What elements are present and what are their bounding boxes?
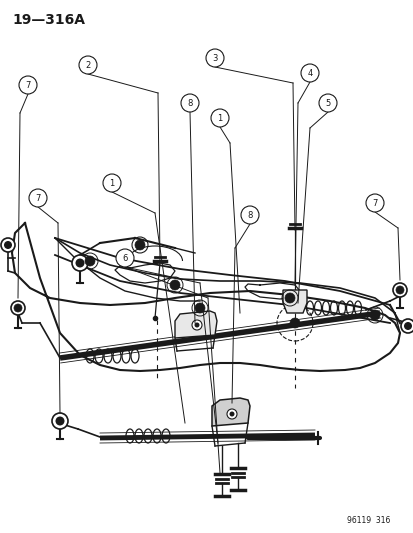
Text: 2: 2 (85, 61, 90, 69)
Text: 19—316A: 19—316A (12, 13, 85, 27)
Text: 4: 4 (306, 69, 312, 77)
Circle shape (103, 174, 121, 192)
Circle shape (240, 206, 259, 224)
Circle shape (4, 241, 12, 249)
Circle shape (55, 416, 64, 425)
Polygon shape (282, 290, 306, 313)
Circle shape (226, 409, 236, 419)
Circle shape (52, 413, 68, 429)
Circle shape (229, 411, 234, 416)
Polygon shape (211, 398, 249, 426)
Circle shape (403, 322, 411, 330)
Circle shape (318, 94, 336, 112)
Circle shape (289, 318, 299, 328)
Circle shape (194, 322, 199, 327)
Circle shape (29, 189, 47, 207)
Circle shape (284, 293, 294, 303)
Circle shape (11, 301, 25, 315)
Text: 8: 8 (187, 99, 192, 108)
Circle shape (211, 109, 228, 127)
Text: 8: 8 (247, 211, 252, 220)
Circle shape (206, 49, 223, 67)
Text: 7: 7 (35, 193, 40, 203)
Circle shape (365, 194, 383, 212)
Polygon shape (175, 311, 216, 338)
Circle shape (300, 64, 318, 82)
Circle shape (395, 286, 403, 294)
Circle shape (135, 240, 145, 250)
Circle shape (85, 256, 95, 266)
Circle shape (392, 283, 406, 297)
Circle shape (79, 56, 97, 74)
Circle shape (72, 255, 88, 271)
Circle shape (1, 238, 15, 252)
Circle shape (400, 319, 413, 333)
Text: 1: 1 (109, 179, 114, 188)
Circle shape (192, 320, 202, 330)
Text: 7: 7 (25, 80, 31, 90)
Text: 96119  316: 96119 316 (346, 516, 389, 525)
Circle shape (116, 249, 134, 267)
Circle shape (195, 303, 204, 313)
Text: 5: 5 (325, 99, 330, 108)
Circle shape (170, 280, 180, 290)
Circle shape (75, 259, 84, 268)
Circle shape (19, 76, 37, 94)
Text: 7: 7 (371, 198, 377, 207)
Text: 3: 3 (212, 53, 217, 62)
Text: 1: 1 (217, 114, 222, 123)
Circle shape (369, 310, 379, 320)
Circle shape (14, 304, 22, 312)
Text: 6: 6 (122, 254, 127, 262)
Circle shape (180, 94, 199, 112)
